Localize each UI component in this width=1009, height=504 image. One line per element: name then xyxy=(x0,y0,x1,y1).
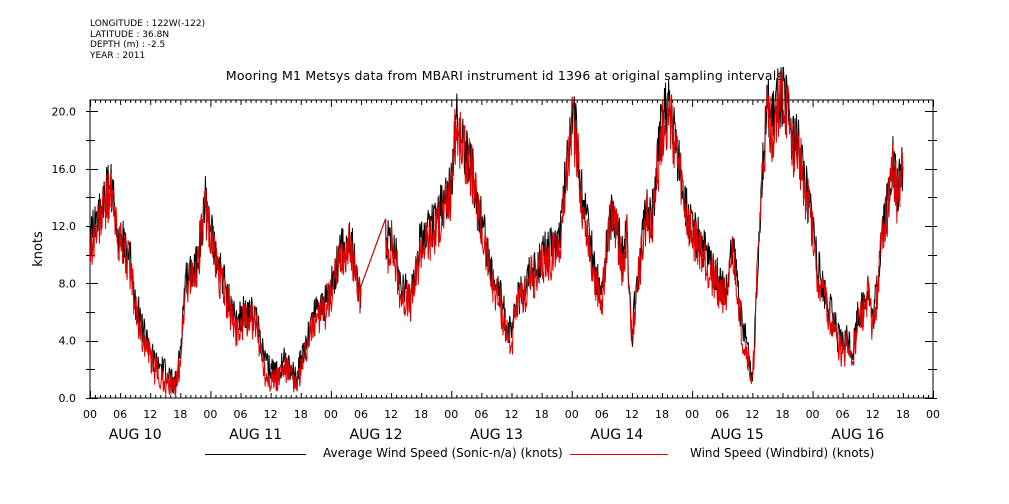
x-tick-label: 18 xyxy=(294,408,308,421)
x-tick-label: 06 xyxy=(113,408,127,421)
x-tick-label: 18 xyxy=(896,408,910,421)
y-tick-label: 8.0 xyxy=(59,277,77,290)
y-tick-label: 0.0 xyxy=(59,392,77,405)
x-tick-label: 00 xyxy=(926,408,940,421)
x-day-label: AUG 15 xyxy=(711,427,764,443)
x-tick-label: 00 xyxy=(565,408,579,421)
x-day-label: AUG 10 xyxy=(109,427,162,443)
meta-year: YEAR : 2011 xyxy=(90,50,146,61)
y-tick-label: 12.0 xyxy=(52,220,77,233)
x-tick-label: 06 xyxy=(836,408,850,421)
x-day-label: AUG 13 xyxy=(470,427,523,443)
x-tick-label: 00 xyxy=(444,408,458,421)
x-day-label: AUG 14 xyxy=(590,427,643,443)
meta-longitude: LONGITUDE : 122W(-122) xyxy=(90,19,206,29)
x-day-label: AUG 16 xyxy=(831,427,884,443)
x-tick-label: 12 xyxy=(745,408,759,421)
x-tick-label: 12 xyxy=(866,408,880,421)
x-tick-label: 00 xyxy=(203,408,217,421)
y-tick-label: 16.0 xyxy=(52,163,77,176)
legend-entry-windbird: Wind Speed (Windbird) (knots) xyxy=(690,446,875,460)
x-tick-label: 18 xyxy=(173,408,187,421)
x-tick-label: 12 xyxy=(384,408,398,421)
x-tick-label: 06 xyxy=(354,408,368,421)
x-tick-label: 18 xyxy=(535,408,549,421)
x-tick-label: 00 xyxy=(324,408,338,421)
x-tick-label: 18 xyxy=(414,408,428,421)
chart-title: Mooring M1 Metsys data from MBARI instru… xyxy=(225,68,784,83)
x-tick-label: 12 xyxy=(505,408,519,421)
meta-depth: DEPTH (m) : -2.5 xyxy=(90,40,166,50)
x-tick-label: 06 xyxy=(474,408,488,421)
x-tick-label: 12 xyxy=(264,408,278,421)
x-tick-label: 06 xyxy=(595,408,609,421)
series-line-windbird xyxy=(89,71,904,396)
y-tick-label: 20.0 xyxy=(52,105,77,118)
x-tick-label: 00 xyxy=(685,408,699,421)
legend-entry-sonic: Average Wind Speed (Sonic-n/a) (knots) xyxy=(323,446,563,460)
y-axis-label: knots xyxy=(31,231,46,267)
y-tick-label: 4.0 xyxy=(59,335,77,348)
x-tick-label: 00 xyxy=(83,408,97,421)
x-tick-label: 12 xyxy=(625,408,639,421)
meta-latitude: LATITUDE : 36.8N xyxy=(90,29,170,40)
x-tick-label: 00 xyxy=(806,408,820,421)
metadata-block: LONGITUDE : 122W(-122) LATITUDE : 36.8N … xyxy=(90,19,205,61)
x-day-label: AUG 12 xyxy=(350,427,403,443)
x-tick-label: 12 xyxy=(143,408,157,421)
x-tick-label: 18 xyxy=(655,408,669,421)
x-tick-label: 18 xyxy=(775,408,789,421)
x-tick-label: 06 xyxy=(715,408,729,421)
x-tick-label: 06 xyxy=(234,408,248,421)
x-day-label: AUG 11 xyxy=(229,427,282,443)
